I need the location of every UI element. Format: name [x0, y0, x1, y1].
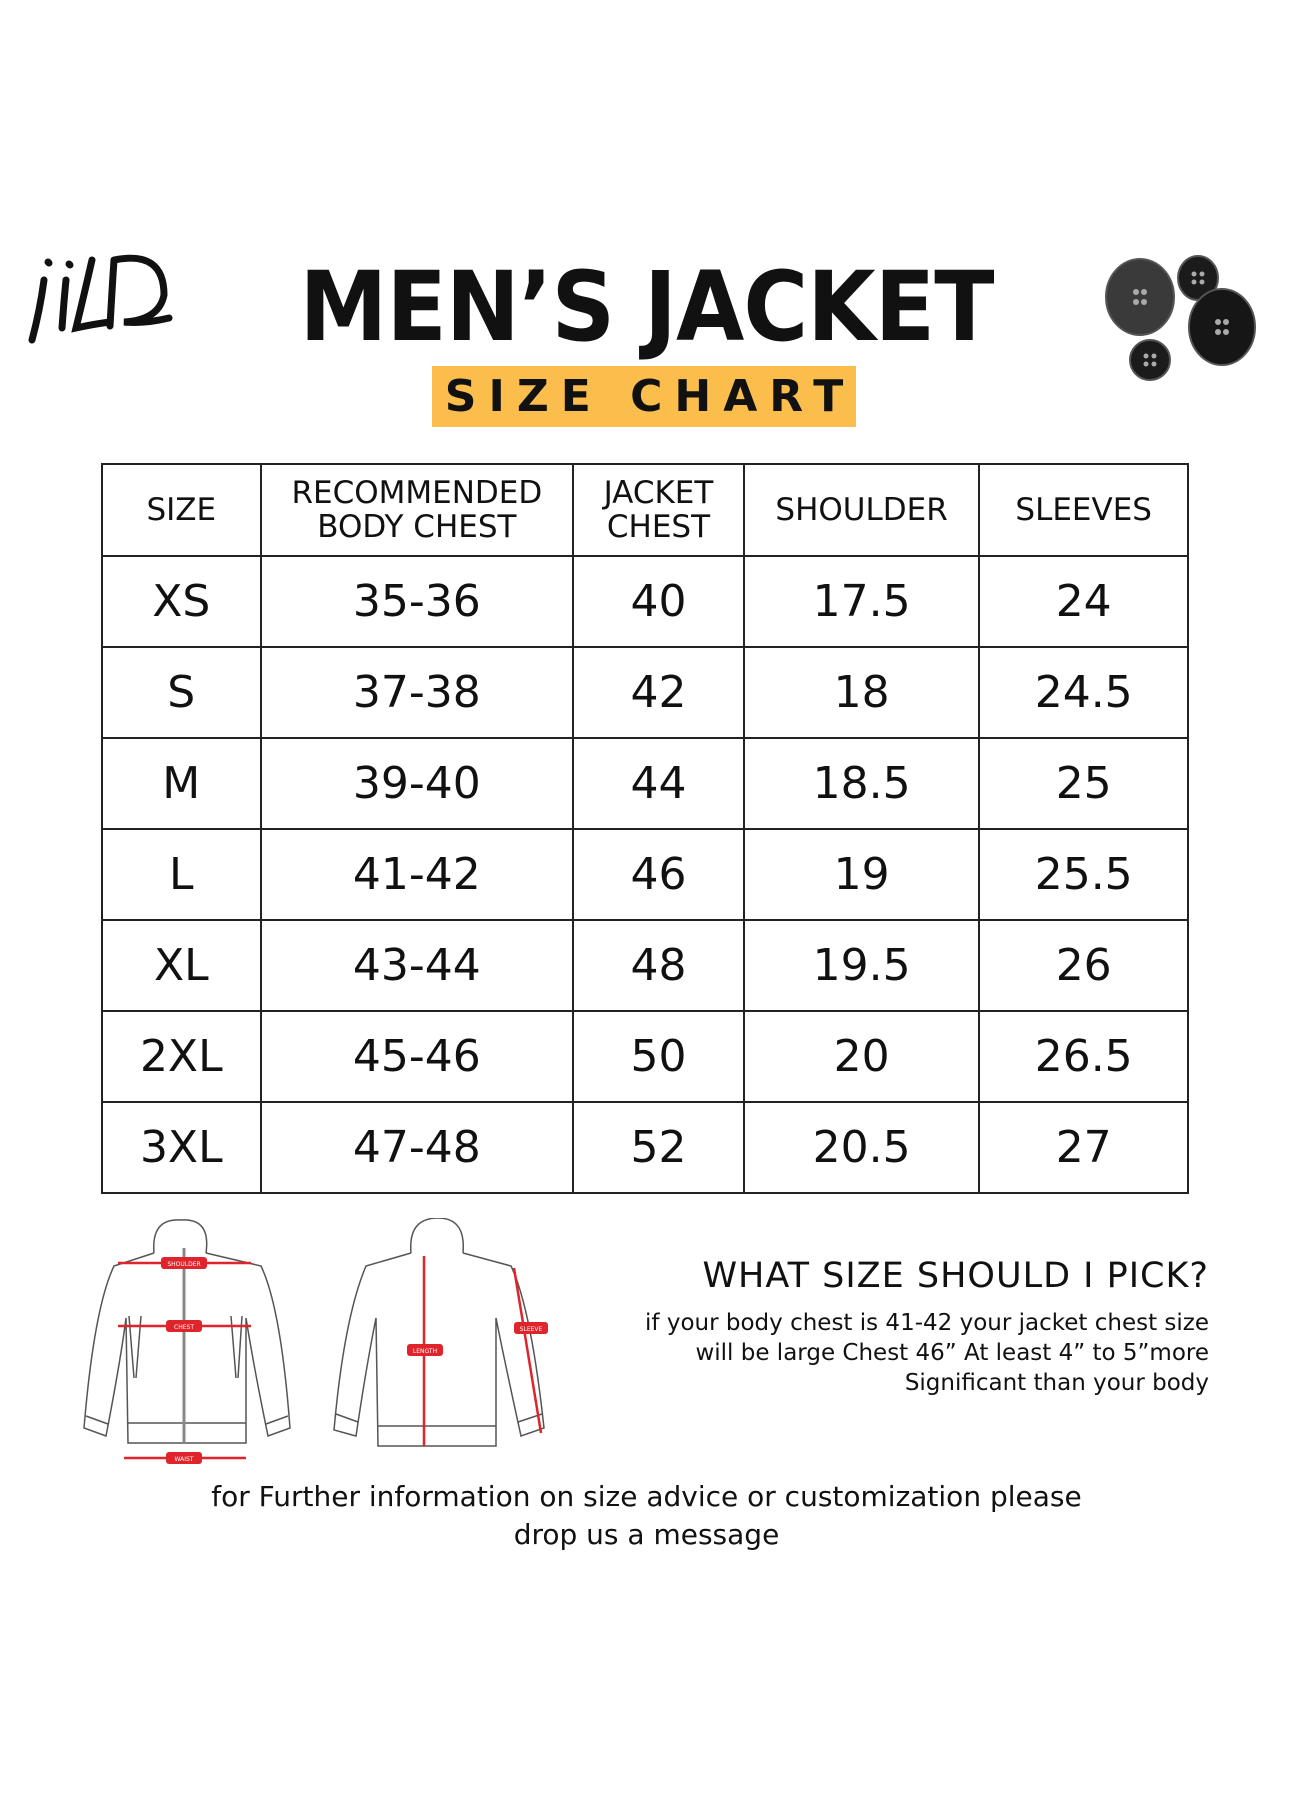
table-cell: 44	[572, 737, 745, 830]
table-cell: 42	[572, 646, 745, 739]
jild-logo	[28, 254, 173, 344]
column-header: SLEEVES	[978, 463, 1189, 557]
table-cell: 40	[572, 555, 745, 648]
column-header-text: RECOMMENDED	[291, 475, 543, 511]
table-cell: 25	[978, 737, 1189, 830]
waist-label: WAIST	[175, 1456, 194, 1463]
advice-line: if your body chest is 41-42 your jacket …	[645, 1310, 1209, 1336]
shoulder-label: SHOULDER	[167, 1261, 200, 1268]
table-cell: 19.5	[742, 919, 981, 1012]
table-cell: S	[101, 646, 262, 739]
table-cell: 52	[572, 1101, 745, 1194]
size-chart-table: SIZE RECOMMENDED BODY CHEST JACKET CHEST SHOU…	[101, 463, 1189, 1194]
table-cell: 18	[742, 646, 981, 739]
column-header: SIZE	[101, 463, 262, 557]
advice-line: Significant than your body	[904, 1370, 1209, 1396]
column-header-text: SLEEVES	[1015, 492, 1152, 528]
column-header-text: BODY CHEST	[317, 509, 517, 545]
table-cell: 26.5	[978, 1010, 1189, 1103]
advice-line: will be large Chest 46” At least 4” to 5…	[695, 1340, 1209, 1366]
table-row: XS 35-36 40 17.5 24	[101, 555, 1189, 648]
footer-line: for Further information on size advice o…	[211, 1480, 1082, 1513]
advice-title: WHAT SIZE SHOULD I PICK?	[702, 1256, 1209, 1296]
table-cell: M	[101, 737, 262, 830]
table-row: XL 43-44 48 19.5 26	[101, 919, 1189, 1012]
table-cell: 18.5	[742, 737, 981, 830]
column-header: JACKET CHEST	[572, 463, 745, 557]
column-header-text: JACKET	[603, 475, 714, 511]
table-cell: 41-42	[259, 828, 575, 921]
table-cell: 48	[572, 919, 745, 1012]
page-title: MEN’S JACKET	[299, 251, 994, 363]
table-cell: 25.5	[978, 828, 1189, 921]
buttons-image	[1105, 255, 1256, 381]
column-header: SHOULDER	[742, 463, 981, 557]
column-header-text: SIZE	[146, 492, 217, 528]
table-cell: XS	[101, 555, 262, 648]
table-cell: 19	[742, 828, 981, 921]
table-cell: 26	[978, 919, 1189, 1012]
table-cell: 27	[978, 1101, 1189, 1194]
chest-label: CHEST	[174, 1324, 194, 1331]
table-header-row: SIZE RECOMMENDED BODY CHEST JACKET CHEST SHOU…	[101, 463, 1189, 557]
table-cell: 47-48	[259, 1101, 575, 1194]
column-header-text: SHOULDER	[775, 492, 948, 528]
table-row: 3XL 47-48 52 20.5 27	[101, 1101, 1189, 1194]
column-header-text: CHEST	[606, 509, 711, 545]
table-cell: 20.5	[742, 1101, 981, 1194]
table-cell: XL	[101, 919, 262, 1012]
length-label: LENGTH	[413, 1348, 437, 1355]
table-row: S 37-38 42 18 24.5	[101, 646, 1189, 739]
table-cell: 50	[572, 1010, 745, 1103]
sleeve-label: SLEEVE	[520, 1326, 543, 1333]
table-cell: L	[101, 828, 262, 921]
subtitle: SIZE CHART	[444, 371, 856, 422]
table-cell: 45-46	[259, 1010, 575, 1103]
column-header: RECOMMENDED BODY CHEST	[259, 463, 575, 557]
table-cell: 20	[742, 1010, 981, 1103]
table-cell: 17.5	[742, 555, 981, 648]
table-cell: 46	[572, 828, 745, 921]
table-cell: 3XL	[101, 1101, 262, 1194]
table-row: M 39-40 44 18.5 25	[101, 737, 1189, 830]
subtitle-banner: SIZE CHART	[432, 366, 856, 427]
table-row: L 41-42 46 19 25.5	[101, 828, 1189, 921]
table-cell: 39-40	[259, 737, 575, 830]
table-cell: 35-36	[259, 555, 575, 648]
table-row: 2XL 45-46 50 20 26.5	[101, 1010, 1189, 1103]
jacket-measurement-diagram: SHOULDER CHEST WAIST LENGTH SLEEVE	[83, 1218, 548, 1464]
table-cell: 24	[978, 555, 1189, 648]
table-cell: 43-44	[259, 919, 575, 1012]
table-cell: 24.5	[978, 646, 1189, 739]
table-cell: 37-38	[259, 646, 575, 739]
table-cell: 2XL	[101, 1010, 262, 1103]
footer-line: drop us a message	[513, 1518, 780, 1551]
